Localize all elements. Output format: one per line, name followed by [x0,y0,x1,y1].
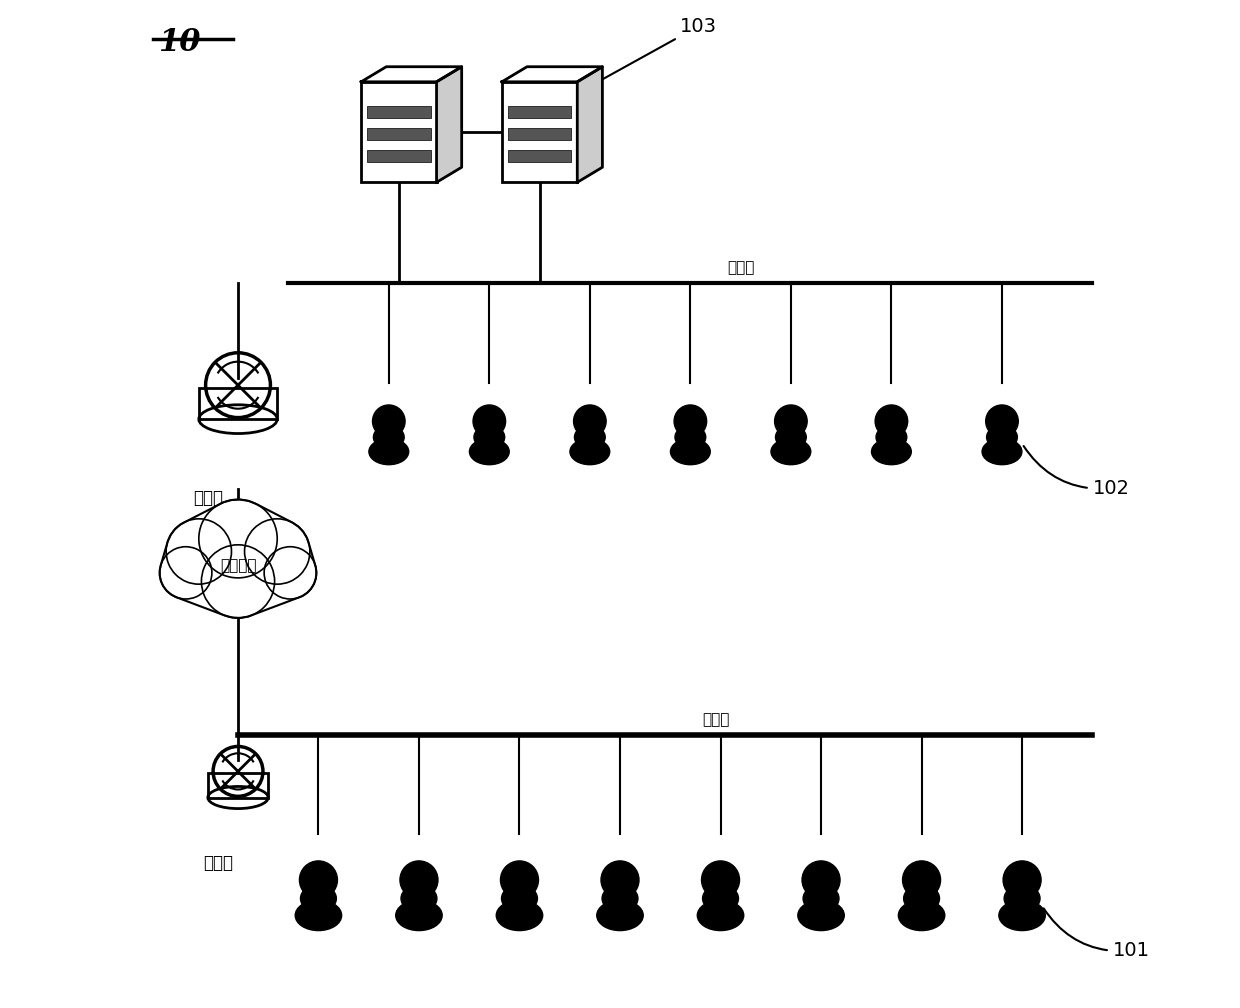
FancyBboxPatch shape [508,128,572,140]
FancyBboxPatch shape [502,82,578,182]
Ellipse shape [775,425,806,449]
Ellipse shape [797,900,844,930]
Circle shape [775,405,807,437]
Text: 公司内网: 公司内网 [219,557,257,573]
Text: 102: 102 [1023,446,1130,498]
Polygon shape [502,67,603,82]
Ellipse shape [501,885,537,912]
Circle shape [903,861,941,899]
Text: 路由器: 路由器 [203,854,233,872]
Ellipse shape [1004,885,1040,912]
Text: 10: 10 [157,26,200,57]
Polygon shape [578,67,603,182]
FancyBboxPatch shape [361,82,436,182]
FancyBboxPatch shape [508,150,572,162]
Ellipse shape [574,425,605,449]
Circle shape [1003,861,1042,899]
Ellipse shape [904,885,940,912]
Circle shape [802,861,839,899]
Ellipse shape [470,438,510,465]
FancyBboxPatch shape [508,106,572,118]
FancyBboxPatch shape [367,128,430,140]
Ellipse shape [368,438,409,465]
FancyBboxPatch shape [367,106,430,118]
Ellipse shape [295,900,342,930]
Ellipse shape [697,900,744,930]
Polygon shape [361,67,461,82]
Text: 局域网: 局域网 [727,260,754,275]
Ellipse shape [875,425,906,449]
Ellipse shape [703,885,739,912]
Polygon shape [436,67,461,182]
Circle shape [675,405,707,437]
Ellipse shape [982,438,1022,465]
Circle shape [401,861,438,899]
Circle shape [574,405,606,437]
Circle shape [501,861,538,899]
Ellipse shape [373,425,404,449]
Ellipse shape [675,425,706,449]
Ellipse shape [999,900,1045,930]
Polygon shape [160,500,316,618]
Text: 路由器: 路由器 [193,489,223,507]
FancyBboxPatch shape [367,150,430,162]
Circle shape [986,405,1018,437]
Ellipse shape [496,900,543,930]
Ellipse shape [987,425,1017,449]
Text: 101: 101 [1044,908,1149,961]
Text: 局域网: 局域网 [702,713,729,727]
Circle shape [299,861,337,899]
Ellipse shape [596,900,644,930]
Ellipse shape [396,900,443,930]
Ellipse shape [804,885,839,912]
Circle shape [472,405,506,437]
Circle shape [372,405,405,437]
Ellipse shape [401,885,436,912]
Ellipse shape [771,438,811,465]
Ellipse shape [872,438,911,465]
Ellipse shape [300,885,336,912]
Ellipse shape [570,438,610,465]
Ellipse shape [603,885,637,912]
Circle shape [702,861,739,899]
Circle shape [601,861,639,899]
Ellipse shape [474,425,505,449]
Ellipse shape [898,900,945,930]
Circle shape [875,405,908,437]
Ellipse shape [671,438,711,465]
Text: 103: 103 [583,16,717,91]
